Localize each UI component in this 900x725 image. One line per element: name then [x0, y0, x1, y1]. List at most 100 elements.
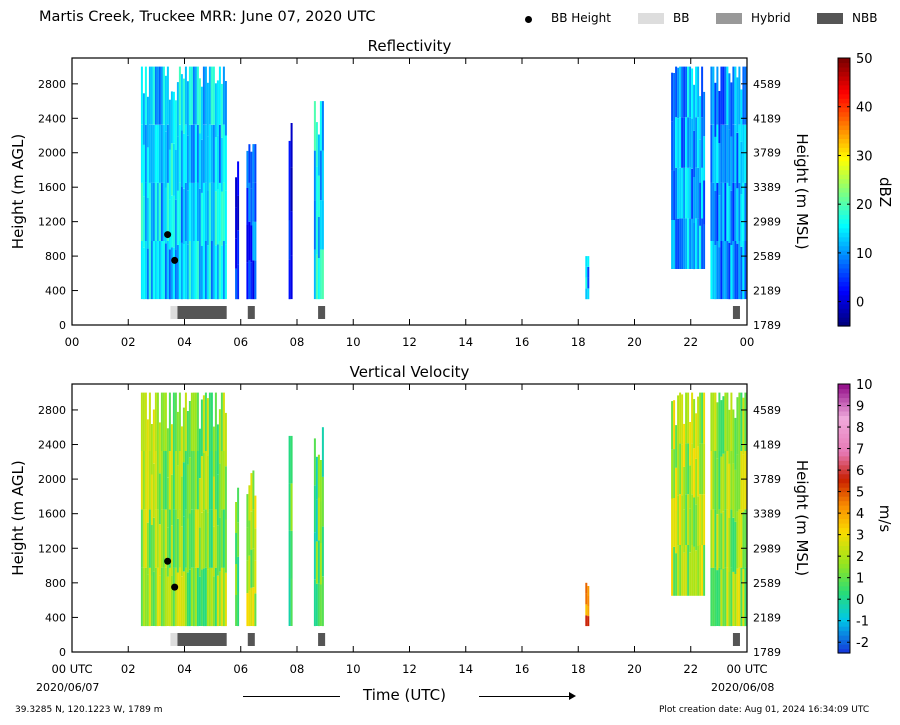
data-cell	[162, 392, 165, 451]
data-cell	[156, 567, 159, 627]
colorbar-cell	[838, 594, 850, 600]
data-cell	[724, 66, 727, 125]
data-cell	[720, 241, 723, 300]
data-cell	[246, 560, 249, 594]
data-cell	[710, 392, 713, 451]
data-cell	[164, 75, 167, 132]
data-cell	[716, 124, 719, 183]
data-cell	[317, 134, 320, 176]
data-cell	[180, 130, 183, 187]
data-cell	[675, 66, 678, 118]
data-cell	[216, 80, 219, 136]
data-cell	[214, 567, 217, 627]
data-cell	[208, 567, 211, 627]
colorbar-cell	[838, 218, 850, 224]
data-cell	[168, 199, 171, 250]
data-cell	[220, 509, 223, 568]
data-cell	[734, 469, 737, 522]
data-cell	[319, 584, 322, 626]
bb-type-bar-nbb	[247, 306, 255, 319]
data-cell	[714, 567, 717, 627]
data-cell	[736, 132, 739, 189]
data-cell	[712, 567, 715, 627]
bb-type-bar-nbb	[318, 306, 326, 319]
data-cell	[186, 411, 189, 465]
data-cell	[685, 66, 688, 118]
data-cell	[701, 392, 704, 444]
data-cell	[210, 182, 213, 241]
data-cell	[730, 451, 733, 510]
x-tick-label: 14	[458, 662, 473, 676]
colorbar-cell	[838, 312, 850, 318]
data-cell	[200, 246, 203, 300]
colorbar-cell	[838, 648, 850, 654]
data-cell	[150, 182, 153, 241]
data-cell	[313, 579, 316, 627]
bb-height-point	[164, 557, 172, 565]
data-cell	[192, 182, 195, 241]
bb-type-bar-nbb	[177, 306, 227, 319]
data-cell	[697, 117, 700, 168]
data-cell	[182, 407, 185, 463]
data-cell	[144, 392, 147, 451]
data-cell	[224, 466, 227, 520]
data-cell	[288, 483, 291, 531]
data-cell	[671, 401, 674, 450]
data-cell	[252, 221, 255, 261]
data-cell	[742, 511, 745, 569]
colorbar-cell	[838, 174, 850, 180]
data-cell	[724, 451, 727, 510]
data-cell	[235, 238, 238, 269]
data-cell	[170, 525, 173, 576]
data-cell	[174, 100, 177, 150]
data-cell	[158, 524, 161, 576]
colorbar-cell	[838, 160, 850, 166]
data-cell	[679, 117, 682, 168]
colorbar-cell	[838, 621, 850, 627]
colorbar-cell	[838, 460, 850, 466]
y-axis-label: Height (m AGL)	[9, 460, 27, 575]
colorbar-cell	[838, 236, 850, 242]
data-cell	[699, 443, 702, 495]
data-cell	[681, 117, 684, 168]
data-cell	[699, 139, 702, 183]
colorbar-cell	[838, 464, 850, 470]
data-cell	[204, 124, 207, 183]
colorbar-cell	[838, 581, 850, 587]
data-cell	[687, 494, 690, 545]
colorbar-cell	[838, 116, 850, 122]
data-cell	[176, 465, 179, 519]
data-cell	[144, 451, 147, 510]
data-cell	[728, 572, 731, 627]
colorbar-cell	[838, 192, 850, 198]
data-cell	[192, 66, 195, 125]
data-cell	[235, 177, 238, 208]
data-cell	[693, 176, 696, 223]
data-cell	[699, 392, 702, 444]
data-cell	[190, 509, 193, 568]
data-cell	[170, 424, 173, 475]
data-cell	[142, 509, 145, 568]
data-cell	[720, 513, 723, 570]
data-cell	[730, 136, 733, 191]
y-tick-label: 1600	[38, 181, 66, 194]
y2-tick-label: 3789	[753, 147, 781, 160]
data-cell	[156, 182, 159, 241]
data-cell	[681, 495, 684, 546]
data-cell	[732, 463, 735, 518]
colorbar-cell	[838, 496, 850, 502]
data-cell	[208, 451, 211, 510]
colorbar-cell	[838, 232, 850, 238]
data-cell	[313, 200, 316, 250]
colorbar-cell	[838, 522, 850, 529]
colorbar-cell	[838, 285, 850, 291]
colorbar-cell	[838, 617, 850, 623]
data-cell	[150, 525, 153, 576]
data-cell	[162, 451, 165, 510]
data-cell	[687, 392, 690, 444]
data-cell	[744, 241, 747, 300]
data-cell	[148, 182, 151, 241]
y-tick-label: 1200	[38, 216, 66, 229]
data-cell	[742, 454, 745, 512]
data-cell	[250, 188, 253, 226]
